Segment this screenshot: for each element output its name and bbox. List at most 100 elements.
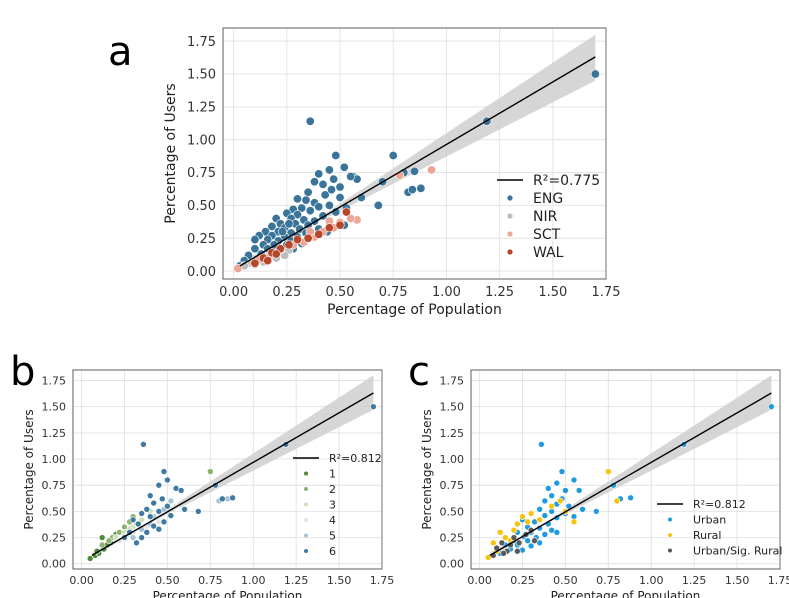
scatter-point (548, 502, 555, 510)
scatter-point (250, 258, 260, 268)
panel-letter: b (10, 349, 35, 395)
legend-fit-label: R²=0.812 (693, 498, 746, 511)
panel-letter: a (108, 29, 133, 75)
scatter-point (548, 492, 555, 499)
legend-entry-label: 4 (329, 514, 336, 527)
legend-swatch (507, 213, 513, 219)
scatter-point (490, 539, 497, 547)
legend-entry-label: NIR (533, 209, 558, 225)
x-tick-label: 0.25 (272, 285, 301, 300)
legend-entry-label: 5 (329, 529, 336, 542)
scatter-point (627, 494, 634, 502)
scatter-point (150, 499, 157, 507)
legend-swatch (304, 518, 308, 522)
scatter-point (314, 202, 324, 212)
scatter-point (98, 541, 106, 549)
scatter-point (160, 518, 168, 526)
scatter-point (335, 193, 345, 203)
legend-swatch (507, 195, 513, 201)
scatter-point (388, 150, 398, 160)
scatter-point (155, 525, 163, 533)
x-tick-label: 0.00 (467, 574, 492, 587)
scatter-point (195, 508, 202, 515)
scatter-point (138, 534, 145, 541)
regression-line (489, 392, 772, 556)
scatter-point (150, 522, 157, 530)
scatter-point (229, 494, 236, 502)
scatter-point (105, 537, 113, 545)
y-tick-label: 1.25 (187, 101, 216, 116)
legend-swatch (304, 471, 308, 476)
scatter-point (409, 166, 419, 176)
plot-border (72, 369, 383, 570)
x-tick-label: 0.75 (379, 285, 408, 300)
scatter-point (301, 195, 311, 205)
scatter-point (129, 534, 137, 541)
x-tick-label: 0.00 (69, 574, 94, 587)
scatter-point (502, 534, 509, 541)
legend-entry-label: 3 (329, 498, 336, 511)
scatter-point (590, 69, 600, 79)
scatter-point (498, 539, 506, 547)
x-tick-label: 1.00 (639, 574, 664, 587)
scatter-point (158, 495, 166, 503)
scatter-point (327, 185, 337, 195)
y-tick-label: 1.00 (42, 453, 67, 466)
y-tick-label: 0.50 (187, 199, 216, 214)
scatter-point (335, 220, 345, 230)
x-tick-label: 0.50 (155, 574, 180, 587)
confidence-band (91, 375, 374, 559)
scatter-point (341, 207, 351, 217)
scatter-point (324, 200, 334, 210)
scatter-point (605, 468, 612, 475)
legend-swatch (304, 487, 308, 491)
scatter-point (167, 512, 175, 519)
y-tick-label: 1.00 (187, 133, 216, 148)
scatter-point (562, 487, 569, 494)
y-tick-label: 0.50 (42, 505, 67, 518)
scatter-point (553, 529, 561, 536)
scatter-point (167, 497, 175, 505)
scatter-point (133, 539, 140, 547)
x-tick-label: 1.25 (485, 285, 514, 300)
scatter-point (267, 221, 277, 231)
legend-entry-label: ENG (533, 191, 563, 207)
legend-swatch (668, 548, 672, 553)
scatter-point (305, 116, 315, 126)
scatter-point (324, 165, 334, 175)
legend-swatch (304, 549, 308, 553)
legend-swatch (668, 533, 672, 537)
scatter-point (346, 171, 356, 181)
scatter-point (297, 203, 307, 213)
legend-entry-label: 1 (329, 467, 336, 480)
scatter-point (331, 150, 341, 160)
scatter-point (164, 502, 171, 510)
scatter-point (527, 510, 535, 517)
y-tick-label: 0.00 (440, 558, 465, 571)
legend-entry-label: Urban/Sig. Rural (693, 544, 782, 557)
scatter-point (427, 165, 437, 175)
scatter-point (527, 542, 535, 550)
y-axis-title: Percentage of Users (163, 83, 179, 223)
y-tick-label: 1.75 (440, 374, 465, 387)
scatter-point (271, 249, 281, 259)
y-axis-title: Percentage of Users (22, 409, 36, 529)
x-tick-label: 0.00 (219, 285, 248, 300)
scatter-point (181, 505, 188, 513)
scatter-point (541, 497, 549, 505)
legend-swatch (304, 502, 308, 507)
scatter-point (510, 526, 518, 534)
scatter-point (146, 492, 154, 499)
x-tick-label: 1.25 (682, 574, 707, 587)
legend-swatch (507, 249, 513, 255)
x-tick-label: 1.00 (432, 285, 461, 300)
confidence-band (489, 375, 772, 559)
legend-swatch (668, 517, 672, 522)
y-tick-label: 0.75 (42, 479, 67, 492)
confidence-band (240, 34, 596, 270)
y-tick-label: 1.25 (440, 427, 465, 440)
scatter-point (335, 182, 345, 192)
x-tick-label: 0.25 (510, 574, 535, 587)
scatter-point (314, 169, 324, 179)
scatter-point (309, 177, 319, 187)
